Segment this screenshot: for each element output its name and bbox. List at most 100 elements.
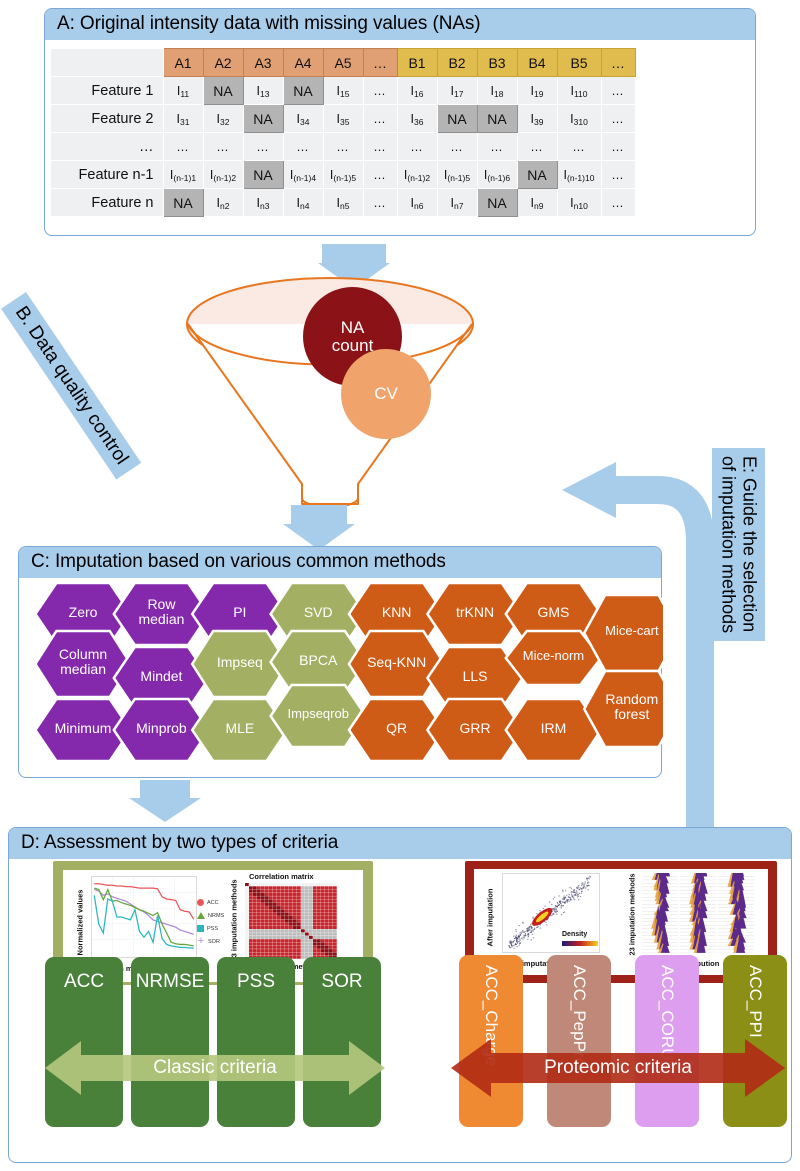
- row-label: Feature 1: [51, 76, 164, 105]
- na-cell: NA: [516, 160, 558, 189]
- intensity-cell: I32: [203, 104, 244, 133]
- column-header-B4: B4: [516, 48, 558, 77]
- correlation-distribution-ridgeline: 23 imputation methods Correlation distri…: [620, 871, 768, 973]
- section-b-label: B. Data quality control: [1, 292, 142, 480]
- ellipsis-cell: …: [243, 132, 284, 161]
- heatmap-title: Correlation matrix: [249, 872, 314, 881]
- intensity-cell: I18: [477, 76, 518, 105]
- table-row: Feature n-1 I(n-1)1 I(n-1)2 NA I(n-1)4 I(n-1)…: [51, 160, 636, 189]
- hex-seq-knn[interactable]: [347, 629, 446, 699]
- proteomic-criterion-label: ACC_Charge: [482, 965, 501, 1067]
- line-chart-ylabel: Normalized values: [75, 889, 85, 956]
- hex-trknn[interactable]: [425, 581, 525, 647]
- column-header-B5: B5: [556, 48, 602, 77]
- intensity-cell: I(n-1)4: [283, 160, 324, 189]
- hex-grr[interactable]: [425, 697, 525, 763]
- arrow-c-to-d-shaft: [140, 780, 190, 800]
- classic-criterion-acc[interactable]: ACC: [45, 957, 123, 1127]
- intensity-cell: I31: [163, 104, 204, 133]
- intensity-cell: In7: [437, 188, 478, 217]
- proteomic-criteria-bars: ACC_Charge ACC_PepProt ACC_CORUM ACC_PPI: [453, 955, 787, 1135]
- heatmap-ylabel: 23 imputation methods: [229, 879, 239, 962]
- classic-criteria-bars: ACC NRMSE PSS SOR: [45, 957, 385, 1135]
- legend-item-pss: PSS: [197, 922, 243, 935]
- intensity-cell: I(n-1)10: [557, 160, 602, 189]
- classic-criterion-label: SOR: [321, 971, 363, 992]
- column-header-A5: A5: [322, 48, 364, 77]
- row-label: …: [51, 132, 164, 161]
- legend-label-pss: PSS: [207, 925, 219, 932]
- intensity-cell: I(n-1)5: [437, 160, 478, 189]
- hex-irm[interactable]: [504, 697, 603, 763]
- arrow-c-to-d-head: [129, 798, 201, 822]
- legend-marker-sor: +: [197, 935, 205, 947]
- proteomic-criterion-acc-ppi[interactable]: ACC_PPI: [723, 955, 787, 1127]
- proteomic-criterion-acc-corum[interactable]: ACC_CORUM: [635, 955, 699, 1127]
- hex-impseqrob[interactable]: [269, 683, 368, 749]
- intensity-cell: I36: [397, 104, 438, 133]
- classic-criteria-arrow: [45, 1041, 385, 1095]
- line-chart-legend: ACC NRMS PSS + SOR: [197, 896, 243, 948]
- ellipsis-cell: …: [363, 76, 398, 105]
- scatter-ylabel: After imputation: [485, 888, 495, 947]
- classic-criterion-pss[interactable]: PSS: [217, 957, 295, 1127]
- hex-minimum[interactable]: [33, 697, 133, 763]
- proteomic-criterion-acc-pepprot[interactable]: ACC_PepProt: [547, 955, 611, 1127]
- classic-charts-canvas: Normalized values ACC NRMS PSS + S: [63, 870, 363, 982]
- classic-criterion-sor[interactable]: SOR: [303, 957, 381, 1127]
- column-header-A1: A1: [162, 48, 204, 77]
- proteomic-charts-canvas: After imputation Density Before imputati…: [474, 869, 768, 975]
- ellipsis-cell: …: [363, 188, 398, 217]
- proteomic-criteria-group: After imputation Density Before imputati…: [451, 861, 787, 1151]
- na-cell: NA: [202, 76, 244, 105]
- proteomic-criterion-acc-charge[interactable]: ACC_Charge: [459, 955, 523, 1127]
- column-header-B1: B1: [396, 48, 438, 77]
- arrow-a-to-b-shaft: [322, 244, 386, 266]
- hex-mice-norm[interactable]: [504, 629, 603, 687]
- proteomic-criterion-label: ACC_CORUM: [658, 965, 677, 1075]
- classic-criteria-group: Normalized values ACC NRMS PSS + S: [45, 861, 385, 1151]
- cv-label: CV: [374, 384, 398, 404]
- scatter-xlabel: Before imputation: [496, 959, 561, 968]
- hex-random-forest[interactable]: [582, 669, 663, 749]
- before-after-imputation-scatter: After imputation Density Before imputati…: [478, 871, 618, 973]
- ellipsis-cell: …: [163, 132, 204, 161]
- table-row: …………………………………: [51, 132, 636, 161]
- hex-mle[interactable]: [190, 697, 290, 763]
- column-header-ellipsis: …: [362, 48, 398, 77]
- hex-column-median[interactable]: [33, 629, 133, 699]
- table-row: Feature 2 I31 I32 NA I34 I35… I36 NA NA I39 I310…: [51, 104, 636, 133]
- column-header-A4: A4: [282, 48, 324, 77]
- intensity-cell: I(n-1)2: [397, 160, 438, 189]
- table-row: Feature 1 I11 NA I13 NA I15… I16 I17 I18 I19 I110…: [51, 76, 636, 105]
- legend-item-sor: + SOR: [197, 935, 243, 948]
- table-row: Feature n NA In2 In3 In4 In5… In6 In7 NA In9 In10…: [51, 188, 636, 217]
- column-header-B3: B3: [476, 48, 518, 77]
- ridge-ylabel: 23 imputation methods: [627, 873, 637, 956]
- hex-impseq[interactable]: [190, 629, 289, 699]
- ellipsis-cell: …: [477, 132, 518, 161]
- section-e-label: E: Guide the selection of imputation met…: [712, 448, 766, 642]
- hex-row-median[interactable]: [112, 581, 211, 647]
- hex-minprob[interactable]: [112, 697, 211, 763]
- table-header-row: A1 A2 A3 A4 A5… B1 B2 B3 B4 B5…: [51, 48, 636, 77]
- proteomic-criterion-label: ACC_PPI: [746, 965, 765, 1038]
- intensity-cell: I(n-1)1: [163, 160, 204, 189]
- column-header-B2: B2: [436, 48, 478, 77]
- legend-marker-acc: [197, 899, 204, 906]
- classic-criterion-nrmse[interactable]: NRMSE: [131, 957, 209, 1127]
- proteomic-criteria-banner: Proteomic criteria: [544, 1057, 692, 1078]
- intensity-cell: I34: [283, 104, 324, 133]
- hex-qr[interactable]: [347, 697, 446, 763]
- ellipsis-cell: …: [203, 132, 244, 161]
- legend-label-sor: SOR: [208, 938, 220, 945]
- cv-bubble: CV: [341, 349, 431, 439]
- row-label: Feature n-1: [51, 160, 164, 189]
- na-cell: NA: [242, 160, 284, 189]
- ellipsis-cell: …: [601, 104, 636, 133]
- ellipsis-cell: …: [601, 188, 636, 217]
- section-b-funnel-group: NA count CV B. Data quality control: [0, 236, 800, 530]
- ellipsis-cell: …: [437, 132, 478, 161]
- legend-label-nrms: NRMS: [208, 912, 225, 919]
- intensity-cell: In3: [243, 188, 284, 217]
